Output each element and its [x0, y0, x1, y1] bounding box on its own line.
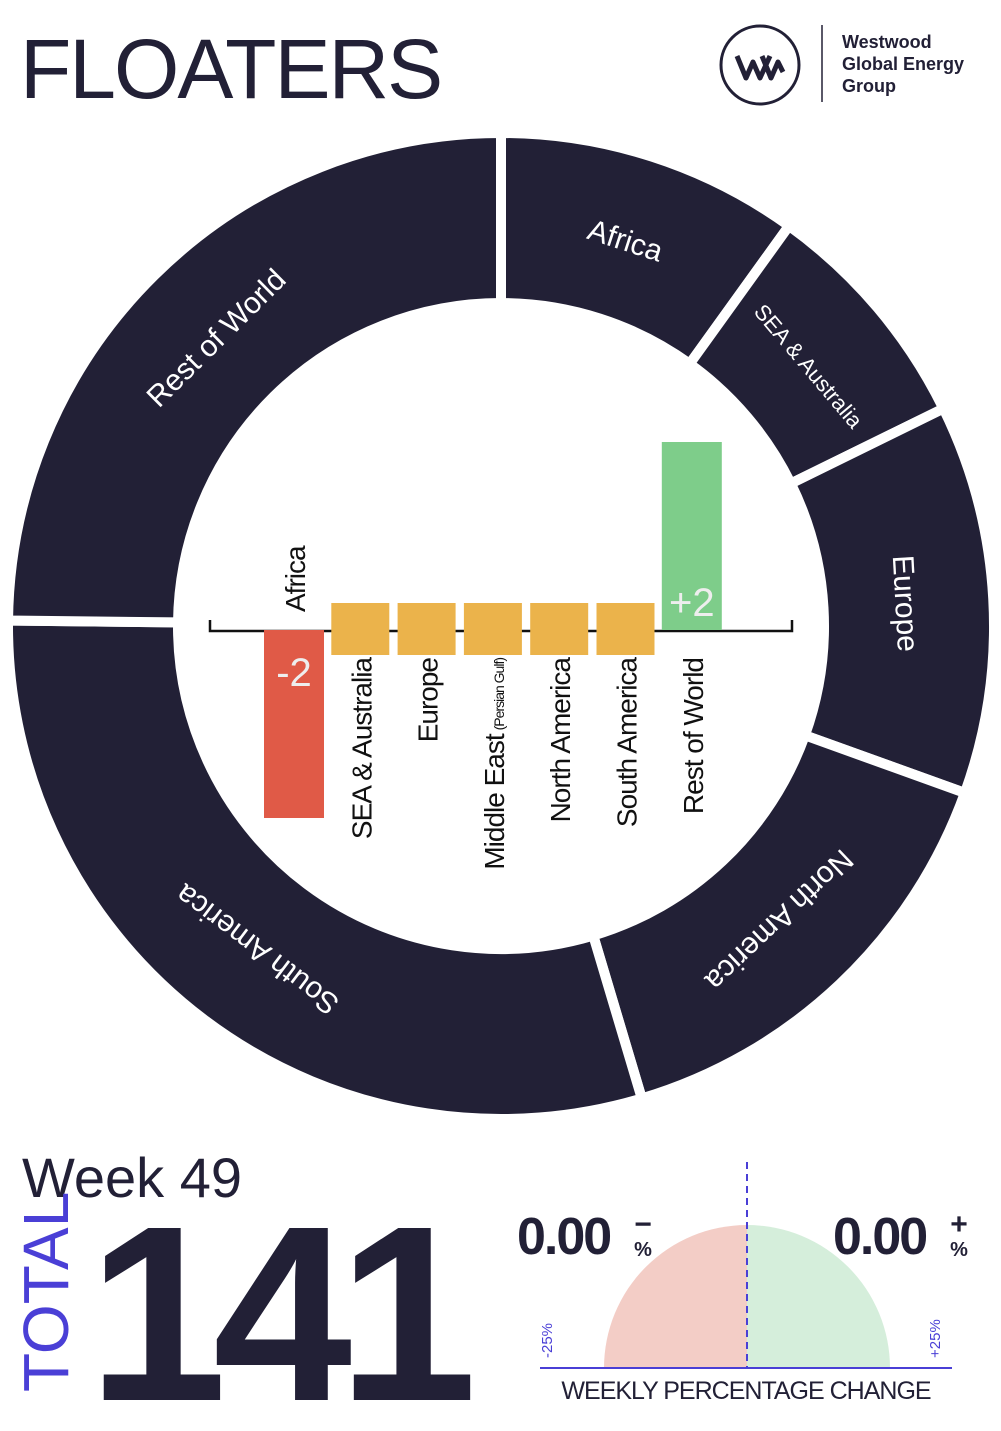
bar [661, 442, 722, 630]
category-label: Rest of World [678, 658, 709, 814]
category-label: Middle East (Persian Gulf) [479, 658, 510, 870]
category-name: SEA & Australia [346, 657, 377, 840]
donut-label: Europe [886, 554, 924, 652]
value-label: +2 [669, 581, 715, 625]
category-note: (Persian Gulf) [491, 658, 507, 731]
total-value: 141 [88, 1174, 471, 1431]
donut-segment [3, 615, 649, 1124]
category-label: Europe [413, 658, 444, 743]
bar [264, 630, 324, 818]
value-label: -2 [276, 651, 312, 695]
week: Week 49 [22, 1146, 242, 1209]
category-name: South America [612, 657, 643, 828]
title: FLOATERS [20, 22, 441, 116]
bar [331, 603, 390, 655]
change-sign: + [950, 1208, 968, 1241]
bar [397, 603, 456, 655]
category-label: North America [545, 657, 576, 823]
category-name: Europe [413, 658, 444, 743]
change-unit: % [634, 1239, 652, 1261]
change-value: 0.00 [833, 1208, 926, 1266]
change-value: 0.00 [517, 1208, 610, 1266]
logo: Westwood Global Energy Group [719, 24, 964, 106]
category-label: Africa [280, 545, 311, 612]
bar [463, 603, 522, 655]
bar [530, 603, 589, 655]
logo-text: Westwood [842, 32, 932, 52]
category-label: South America [612, 657, 643, 828]
logo-ring [719, 24, 801, 106]
donut-chart: Africa SEA & Australia Europe North America… [2, 127, 999, 1124]
total-label: TOTAL [10, 1192, 82, 1392]
donut-segment [2, 127, 506, 628]
gauge-title: WEEKLY PERCENTAGE CHANGE [561, 1377, 930, 1405]
category-name: North America [545, 657, 576, 823]
category-name: Rest of World [678, 658, 709, 814]
tick-label: -25% [539, 1323, 556, 1358]
tick-label: +25% [927, 1319, 944, 1358]
bar-chart: -2 Africa SEA & Australia Europe Middle East… [208, 442, 794, 870]
category-label: SEA & Australia [346, 657, 377, 840]
logo-text: Global Energy [842, 54, 964, 74]
change-sign: − [634, 1208, 652, 1241]
gauge-half [604, 1225, 747, 1368]
logo-mark [734, 54, 786, 81]
change-unit: % [950, 1239, 968, 1261]
category-name: Middle East [479, 733, 510, 870]
bar [596, 603, 655, 655]
logo-text: Group [842, 76, 896, 96]
gauge-half [747, 1225, 890, 1368]
category-name: Africa [280, 545, 311, 612]
